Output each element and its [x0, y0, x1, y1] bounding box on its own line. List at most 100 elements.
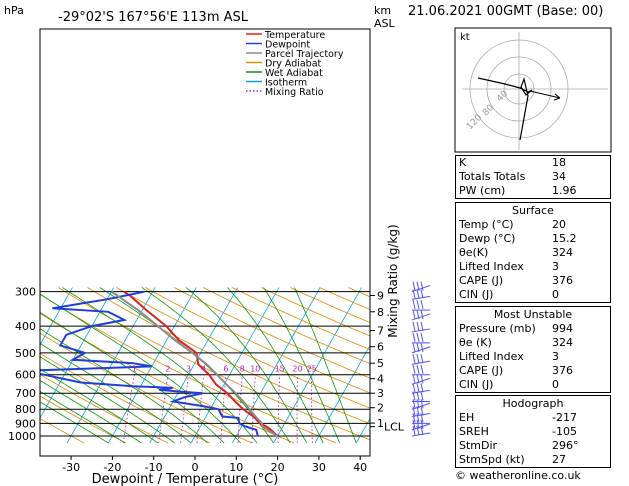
- temperature-ticks: -30 -20 -10 0 10 20 30 40: [62, 456, 367, 474]
- wind-barb-feather: [412, 281, 416, 291]
- wind-barb-feather: [416, 342, 420, 352]
- temperature-tick-label: 30: [312, 461, 326, 474]
- wet-adiabat-line: [40, 379, 142, 444]
- mixing-ratio-value-label: 1: [132, 365, 137, 374]
- wind-barb-feather: [416, 364, 420, 374]
- wind-barb-feather: [416, 413, 420, 423]
- dry-adiabat-line: [203, 287, 370, 365]
- index-row: K 18: [456, 156, 610, 170]
- dry-adiabat-line: [116, 287, 370, 409]
- dry-adiabat-line: [58, 287, 370, 441]
- surface-row: Lifted Index 3: [456, 260, 610, 274]
- indices-panel: K 18 Totals Totals 34 PW (cm) 1.96: [455, 155, 611, 199]
- most-unstable-row: Lifted Index 3: [456, 350, 610, 364]
- hodograph: kt 120 80 40: [454, 27, 612, 153]
- wet-adiabat-line: [263, 287, 341, 444]
- wind-barb-feather: [412, 383, 416, 393]
- wet-adiabat-line: [40, 356, 175, 444]
- wind-barb-feather: [416, 406, 420, 416]
- surface-label: CIN (J): [459, 288, 494, 301]
- wind-barb-feather: [412, 419, 416, 429]
- pressure-tick-label: 600: [15, 369, 36, 382]
- dry-adiabat-line: [40, 395, 127, 444]
- wind-barb-feather: [412, 425, 416, 436]
- wind-barb-feather: [420, 391, 424, 401]
- hodograph-stat-label: StmSpd (kt): [459, 453, 525, 466]
- mixing-ratio-value-label: 10: [250, 365, 260, 374]
- isotherm-line: [66, 287, 156, 444]
- km-ticks: 9 8 7 6 5 43 2 1 LCL: [370, 290, 405, 434]
- temperature-tick-label: 0: [192, 461, 199, 474]
- wind-barb-feather: [412, 413, 416, 423]
- wind-barb-feather: [412, 321, 416, 332]
- wet-adiabat-line: [40, 390, 126, 444]
- mixing-ratio-value-label: 8: [240, 365, 245, 374]
- wind-barb-feather: [412, 354, 416, 364]
- wind-barb-feather: [412, 399, 416, 409]
- most-unstable-value: 0: [552, 378, 559, 391]
- mixing-ratio-labels: 1 2 3 4 6 8 10 15 20 25: [132, 365, 317, 374]
- surface-row: θe(K) 324: [456, 246, 610, 260]
- most-unstable-title: Most Unstable: [493, 308, 573, 321]
- wet-adiabat-line: [141, 287, 291, 444]
- legend-entry: Temperature: [264, 30, 325, 41]
- mixing-ratio-value-label: 3: [186, 365, 191, 374]
- footer-credit: © weatheronline.co.uk: [455, 469, 581, 482]
- surface-value: 0: [552, 288, 559, 301]
- mixing-ratio-value-label: 4: [201, 365, 206, 374]
- hodograph-stat-value: 27: [552, 453, 566, 466]
- mixing-ratio-value-label: 2: [165, 365, 170, 374]
- index-value: 34: [552, 170, 566, 183]
- wet-adiabat-line: [62, 287, 258, 444]
- wind-barb-feather: [416, 399, 420, 409]
- temperature-tick-label: 20: [271, 461, 285, 474]
- km-label: km: [374, 4, 391, 17]
- wind-barb-feather: [412, 299, 416, 310]
- surface-row: CAPE (J) 376: [456, 274, 610, 288]
- wind-barbs: [411, 281, 431, 437]
- hodograph-stat-value: -217: [552, 411, 577, 424]
- most-unstable-label: CIN (J): [459, 378, 494, 391]
- isotherm-line: [108, 287, 197, 444]
- wind-barb-feather: [412, 342, 416, 352]
- surface-value: 15.2: [552, 232, 577, 245]
- hpa-label: hPa: [4, 4, 24, 17]
- surface-row: Dewp (°C) 15.2: [456, 232, 610, 246]
- dry-adiabat-line: [40, 373, 169, 444]
- km-tick-label: 4: [377, 373, 384, 386]
- km-tick-label: 3: [377, 387, 384, 400]
- wind-barb-feather: [416, 332, 420, 342]
- isotherm-line: [273, 287, 362, 444]
- wind-barb-feather: [420, 406, 424, 416]
- mixing-ratio-value-label: 25: [307, 365, 317, 374]
- legend-entry: Dewpoint: [265, 40, 310, 51]
- legend-entry: Dry Adiabat: [265, 59, 322, 70]
- surface-value: 20: [552, 218, 566, 231]
- surface-row: CIN (J) 0: [456, 288, 610, 302]
- dry-adiabat-line: [261, 287, 370, 337]
- legend-entry: Isotherm: [265, 78, 307, 89]
- hodograph-stat-label: StmDir: [459, 439, 498, 452]
- dry-adiabat-line: [87, 287, 370, 425]
- dry-adiabat-line: [40, 332, 253, 444]
- wind-barb-feather: [420, 399, 424, 409]
- mixing-ratio-line: [122, 374, 135, 444]
- hodograph-stat-row: SREH -105: [456, 425, 610, 439]
- wet-adiabat-line: [40, 328, 208, 444]
- hodograph-frame: [454, 27, 612, 153]
- wind-barb-feather: [412, 374, 416, 384]
- lcl-label: LCL: [384, 421, 405, 434]
- wind-barb-feather: [416, 425, 420, 436]
- surface-label: θe(K): [459, 246, 489, 259]
- wet-adiabat-line: [40, 342, 192, 444]
- surface-panel: Surface Temp (°C) 20 Dewp (°C) 15.2 θe(K) 324…: [455, 202, 611, 303]
- storm-motion-arrow: [529, 90, 561, 101]
- pressure-tick-label: 800: [15, 403, 36, 416]
- index-label: PW (cm): [459, 184, 506, 197]
- index-label: Totals Totals: [459, 170, 526, 183]
- hodograph-kt-label: kt: [460, 32, 470, 43]
- wind-barb-feather: [416, 321, 420, 332]
- parcel-trajectory-line: [110, 290, 279, 437]
- wind-barb-feather: [416, 419, 420, 429]
- wind-barb-feather: [420, 383, 424, 393]
